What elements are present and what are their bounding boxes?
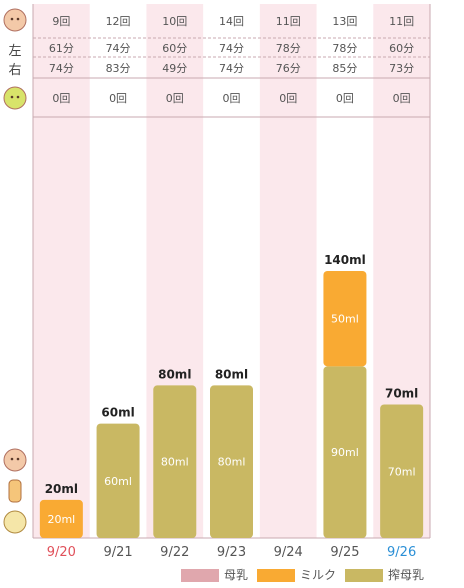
bar-segment-label: 50ml	[331, 313, 359, 326]
feed-count-cell: 11回	[276, 15, 301, 28]
baby-burp-icon	[3, 86, 27, 110]
feed-count-cell: 11回	[389, 15, 414, 28]
other-count-cell: 0回	[279, 92, 297, 105]
bar-segment-label: 80ml	[218, 456, 246, 469]
bar-formula	[39, 499, 83, 538]
date-tick-label: 9/22	[160, 545, 189, 560]
bar-pumped	[380, 404, 424, 538]
legend-swatch-pumped	[345, 569, 383, 582]
left-duration-cell: 78分	[276, 42, 301, 55]
right-duration-cell: 83分	[106, 62, 131, 75]
feed-count-cell: 13回	[332, 15, 357, 28]
bar-total-label: 80ml	[215, 367, 248, 381]
legend-label-pumped: 搾母乳	[388, 568, 425, 582]
bar-total-label: 20ml	[45, 482, 78, 496]
other-count-cell: 0回	[52, 92, 70, 105]
baby-face-icon	[3, 8, 27, 32]
other-count-cell: 0回	[109, 92, 127, 105]
bar-total-label: 80ml	[158, 367, 191, 381]
left-duration-cell: 61分	[49, 42, 74, 55]
baby-face-icon-eye	[10, 457, 14, 461]
bar-segment-label: 60ml	[104, 475, 132, 488]
bar-total-label: 60ml	[101, 406, 134, 420]
right-label: 右	[8, 63, 22, 78]
date-tick-label: 9/25	[330, 545, 359, 560]
bar-pumped	[323, 366, 367, 538]
bar-segment-label: 90ml	[331, 446, 359, 459]
left-label: 左	[8, 44, 22, 59]
baby-burp-icon-eye	[10, 95, 14, 99]
bar-pumped	[210, 385, 253, 538]
bar-total-label: 70ml	[385, 387, 418, 401]
legend-swatch-formula	[257, 569, 295, 582]
date-tick-label: 9/26	[387, 545, 416, 560]
bottle-icon	[8, 479, 22, 503]
left-duration-cell: 74分	[106, 42, 131, 55]
left-duration-cell: 60分	[389, 42, 414, 55]
other-count-cell: 0回	[393, 92, 411, 105]
baby-face-icon	[3, 448, 27, 472]
feed-count-cell: 14回	[219, 15, 244, 28]
feed-count-cell: 10回	[162, 15, 187, 28]
bar-segment-label: 70ml	[388, 465, 416, 478]
legend-label-formula: ミルク	[300, 568, 337, 582]
feed-count-cell: 9回	[52, 15, 70, 28]
right-duration-cell: 74分	[49, 62, 74, 75]
other-count-cell: 0回	[336, 92, 354, 105]
bar-pumped	[153, 385, 197, 538]
bar-segment-label: 20ml	[47, 513, 75, 526]
bar-pumped	[96, 423, 140, 538]
bar-total-label: 140ml	[324, 253, 366, 267]
left-duration-cell: 74分	[219, 42, 244, 55]
left-duration-cell: 60分	[162, 42, 187, 55]
other-count-cell: 0回	[223, 92, 241, 105]
column-band	[33, 4, 90, 538]
legend-label-breastmilk: 母乳	[224, 568, 249, 582]
bar-segment-label: 80ml	[161, 456, 189, 469]
other-count-cell: 0回	[166, 92, 184, 105]
baby-burp-icon-eye	[16, 95, 20, 99]
date-tick-label: 9/23	[217, 545, 246, 560]
right-duration-cell: 49分	[162, 62, 187, 75]
feed-count-cell: 12回	[106, 15, 131, 28]
baby-face-icon-eye	[16, 457, 20, 461]
left-duration-cell: 78分	[332, 42, 357, 55]
date-tick-label: 9/20	[47, 545, 76, 560]
right-duration-cell: 76分	[276, 62, 301, 75]
date-tick-label: 9/21	[103, 545, 132, 560]
baby-bottle-feed-icon	[3, 510, 27, 534]
date-tick-label: 9/24	[274, 545, 303, 560]
baby-face-icon-eye	[16, 17, 20, 21]
legend-swatch-breastmilk	[181, 569, 219, 582]
column-band	[259, 4, 317, 538]
right-duration-cell: 85分	[332, 62, 357, 75]
right-duration-cell: 73分	[389, 62, 414, 75]
right-duration-cell: 74分	[219, 62, 244, 75]
bar-formula	[323, 271, 367, 367]
baby-face-icon-eye	[10, 17, 14, 21]
